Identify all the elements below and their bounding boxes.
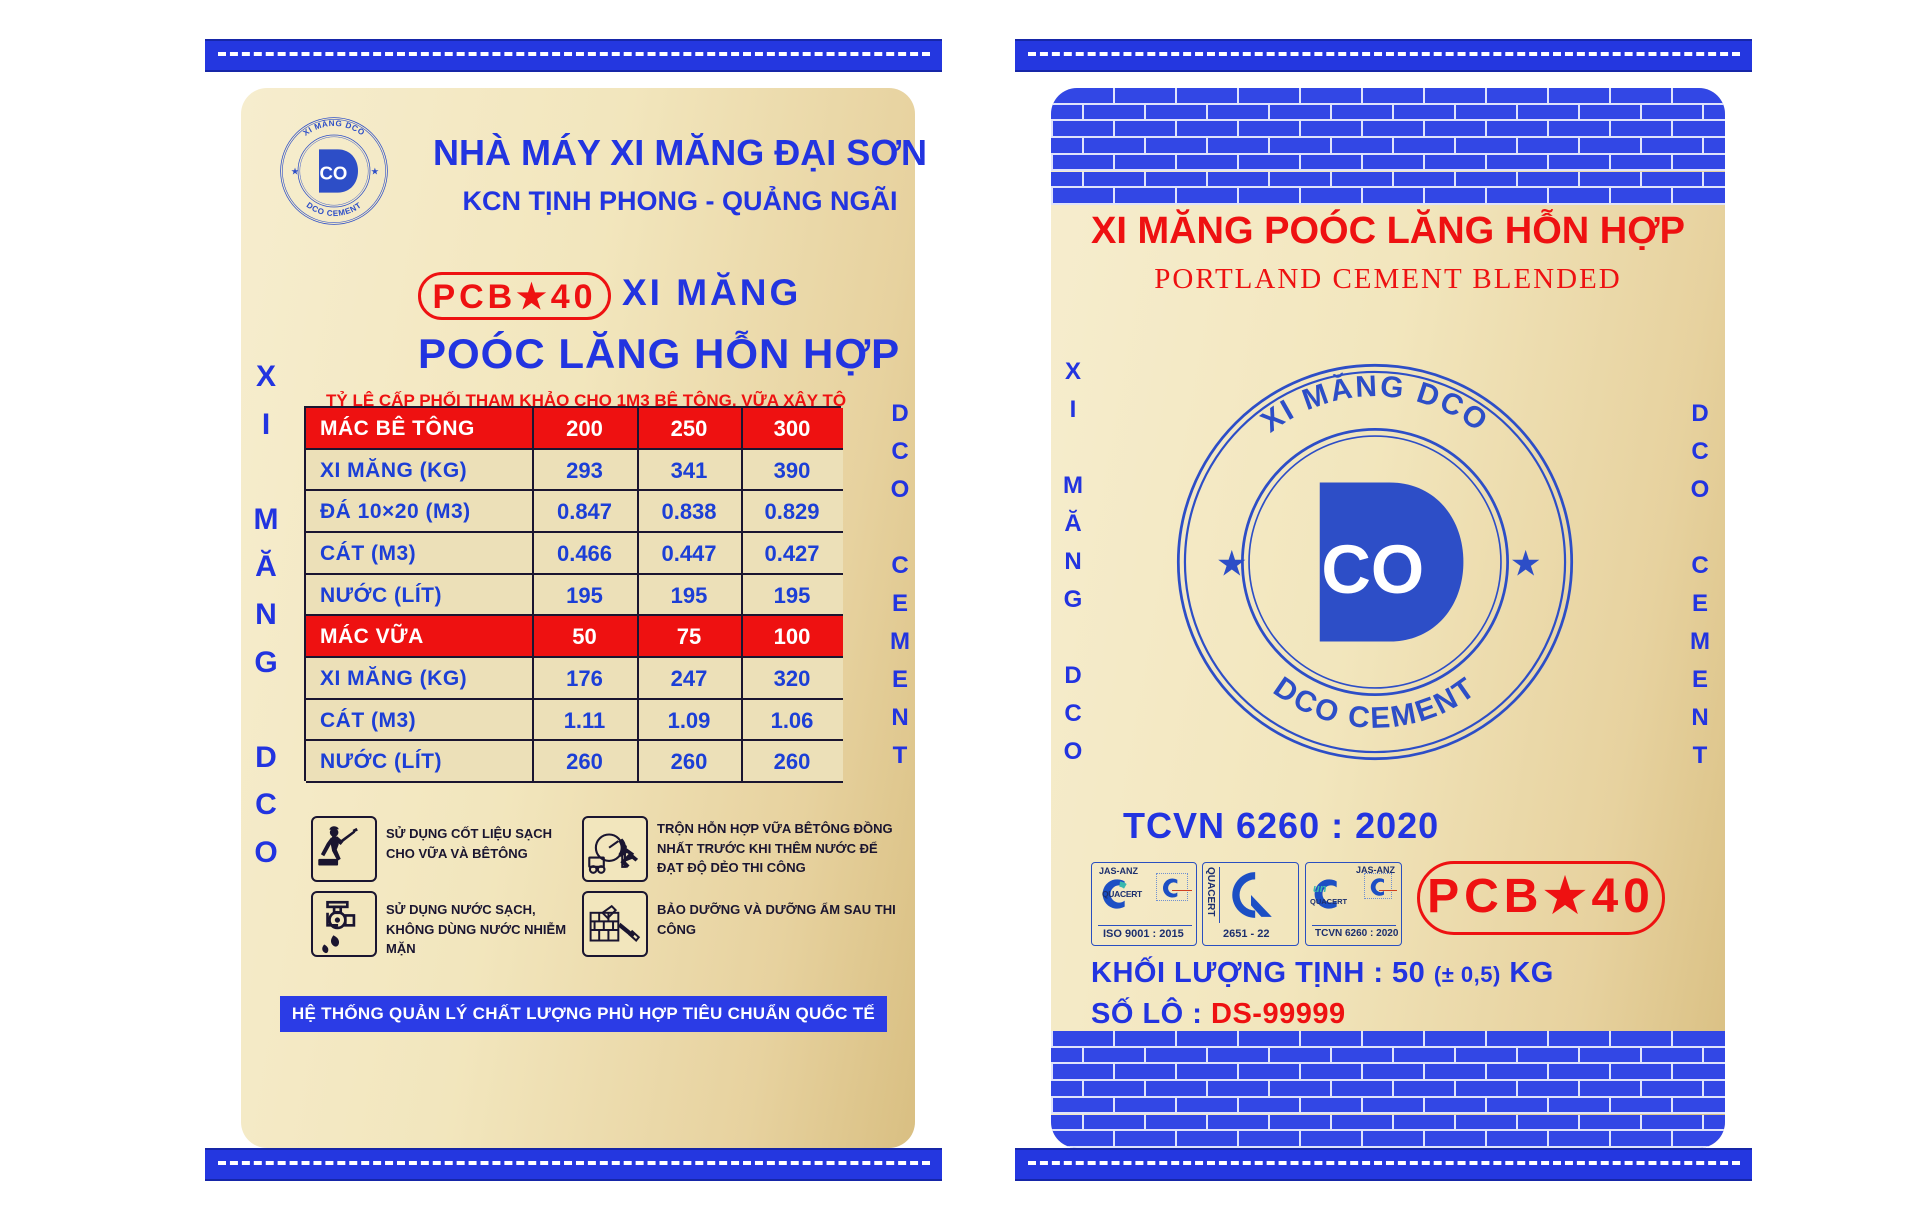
svg-text:★: ★ xyxy=(1510,544,1542,583)
svg-text:DCO CEMENT: DCO CEMENT xyxy=(1268,671,1483,735)
svg-text:★: ★ xyxy=(291,167,300,178)
svg-text:★: ★ xyxy=(1216,544,1248,583)
svg-text:CO: CO xyxy=(319,162,347,183)
svg-text:DCO CEMENT: DCO CEMENT xyxy=(305,201,363,219)
svg-text:CO: CO xyxy=(1321,531,1424,608)
svg-text:★: ★ xyxy=(371,167,380,178)
